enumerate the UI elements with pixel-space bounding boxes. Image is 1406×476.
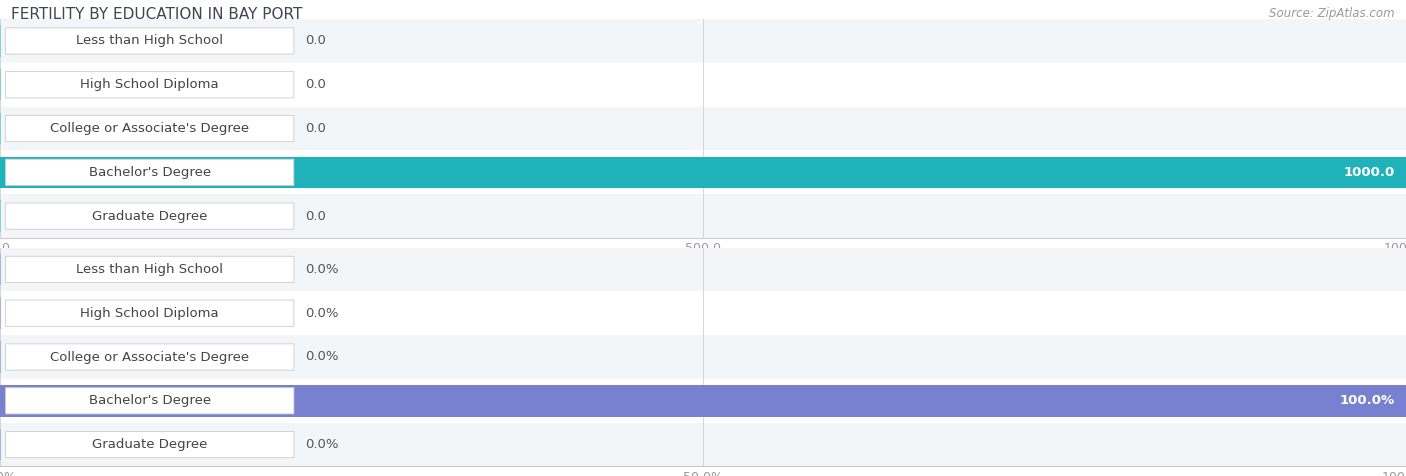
Bar: [0, 341, 1, 373]
Bar: [0, 157, 1406, 188]
Text: 1000.0: 1000.0: [1344, 166, 1395, 179]
Bar: [0, 113, 1, 144]
Text: 0.0%: 0.0%: [305, 307, 339, 320]
Text: Less than High School: Less than High School: [76, 263, 224, 276]
Text: 0.0: 0.0: [305, 122, 326, 135]
Text: College or Associate's Degree: College or Associate's Degree: [51, 122, 249, 135]
FancyBboxPatch shape: [6, 344, 294, 370]
Bar: [0, 248, 1406, 291]
Text: 0.0%: 0.0%: [305, 438, 339, 451]
Text: Bachelor's Degree: Bachelor's Degree: [89, 394, 211, 407]
FancyBboxPatch shape: [6, 115, 294, 142]
Text: 100.0%: 100.0%: [1340, 394, 1395, 407]
Text: High School Diploma: High School Diploma: [80, 307, 219, 320]
FancyBboxPatch shape: [6, 71, 294, 98]
Text: High School Diploma: High School Diploma: [80, 78, 219, 91]
Bar: [0, 379, 1406, 423]
Text: Graduate Degree: Graduate Degree: [91, 209, 208, 223]
Text: Bachelor's Degree: Bachelor's Degree: [89, 166, 211, 179]
FancyBboxPatch shape: [6, 300, 294, 327]
FancyBboxPatch shape: [6, 387, 294, 414]
FancyBboxPatch shape: [6, 256, 294, 283]
Bar: [0, 107, 1406, 150]
Bar: [0, 69, 1, 100]
Bar: [0, 423, 1406, 466]
Text: Less than High School: Less than High School: [76, 34, 224, 48]
FancyBboxPatch shape: [6, 203, 294, 229]
Bar: [0, 291, 1406, 335]
Bar: [0, 200, 1, 232]
Text: FERTILITY BY EDUCATION IN BAY PORT: FERTILITY BY EDUCATION IN BAY PORT: [11, 7, 302, 22]
Text: 0.0: 0.0: [305, 34, 326, 48]
FancyBboxPatch shape: [6, 159, 294, 186]
Text: 0.0: 0.0: [305, 209, 326, 223]
Bar: [0, 19, 1406, 63]
Text: 0.0: 0.0: [305, 78, 326, 91]
Text: 0.0%: 0.0%: [305, 350, 339, 364]
Bar: [0, 385, 1406, 416]
Text: 0.0%: 0.0%: [305, 263, 339, 276]
Bar: [0, 429, 1, 460]
Bar: [0, 298, 1, 329]
Bar: [0, 25, 1, 57]
FancyBboxPatch shape: [6, 431, 294, 458]
Bar: [0, 63, 1406, 107]
Text: College or Associate's Degree: College or Associate's Degree: [51, 350, 249, 364]
Bar: [0, 254, 1, 285]
FancyBboxPatch shape: [6, 28, 294, 54]
Bar: [0, 150, 1406, 194]
Bar: [0, 335, 1406, 379]
Text: Source: ZipAtlas.com: Source: ZipAtlas.com: [1270, 7, 1395, 20]
Text: Graduate Degree: Graduate Degree: [91, 438, 208, 451]
Bar: [0, 194, 1406, 238]
